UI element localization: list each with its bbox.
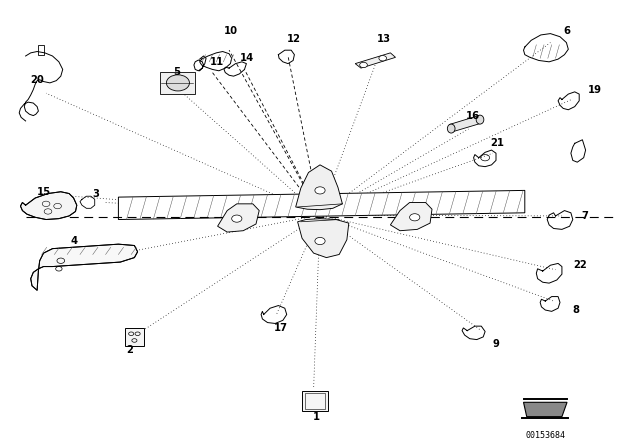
Text: 21: 21 xyxy=(490,138,504,148)
Circle shape xyxy=(166,75,189,91)
Text: 6: 6 xyxy=(563,26,570,36)
Text: 00153684: 00153684 xyxy=(525,431,565,440)
Text: 11: 11 xyxy=(210,57,224,67)
Circle shape xyxy=(360,62,367,68)
Polygon shape xyxy=(302,391,328,411)
Polygon shape xyxy=(160,72,195,94)
Polygon shape xyxy=(390,202,432,231)
Polygon shape xyxy=(31,244,138,290)
Text: 15: 15 xyxy=(37,187,51,197)
Text: 9: 9 xyxy=(493,339,500,349)
Text: 22: 22 xyxy=(573,260,586,270)
Text: 4: 4 xyxy=(70,236,77,246)
Text: 1: 1 xyxy=(312,412,319,422)
Text: 8: 8 xyxy=(573,305,580,315)
Polygon shape xyxy=(449,116,481,132)
Circle shape xyxy=(315,237,325,245)
Text: 13: 13 xyxy=(376,34,390,44)
Polygon shape xyxy=(125,328,144,346)
Text: 10: 10 xyxy=(224,26,238,36)
Text: 14: 14 xyxy=(240,53,254,63)
Text: 16: 16 xyxy=(466,112,480,121)
Circle shape xyxy=(379,56,387,61)
Text: 3: 3 xyxy=(93,189,100,198)
Text: 20: 20 xyxy=(31,75,44,85)
Polygon shape xyxy=(524,402,567,417)
Text: 19: 19 xyxy=(588,85,602,95)
Text: 7: 7 xyxy=(581,211,588,221)
Text: 12: 12 xyxy=(287,34,301,44)
Circle shape xyxy=(315,187,325,194)
Polygon shape xyxy=(298,219,349,258)
Text: 17: 17 xyxy=(274,323,288,333)
Circle shape xyxy=(410,214,420,221)
Polygon shape xyxy=(296,165,342,210)
Polygon shape xyxy=(355,53,396,68)
Text: 5: 5 xyxy=(173,67,180,77)
Ellipse shape xyxy=(476,115,484,124)
Polygon shape xyxy=(20,192,77,220)
Circle shape xyxy=(232,215,242,222)
Polygon shape xyxy=(118,190,525,220)
Text: 2: 2 xyxy=(127,345,134,355)
Polygon shape xyxy=(218,204,259,232)
Ellipse shape xyxy=(447,124,455,133)
